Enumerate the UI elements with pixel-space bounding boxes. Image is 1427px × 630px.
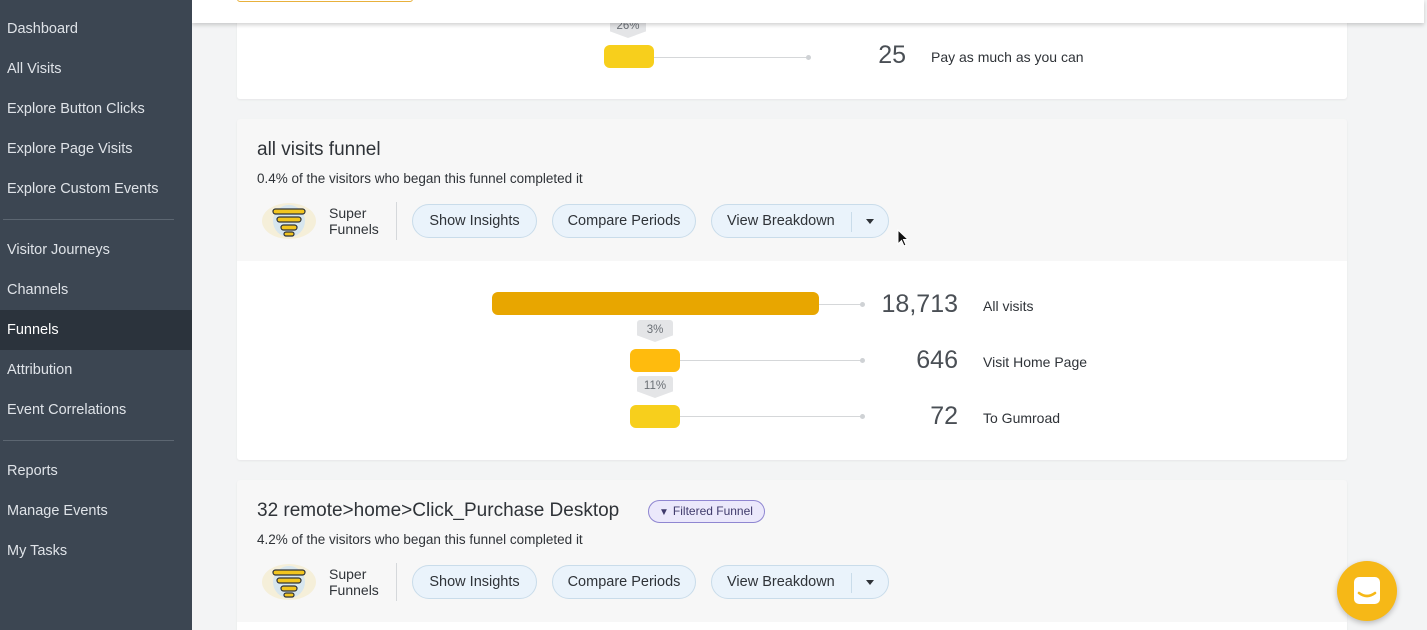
- step-count: 25: [878, 41, 906, 69]
- toolbar-divider: [396, 202, 397, 240]
- sidebar-divider: [3, 440, 174, 441]
- split-divider: [851, 573, 852, 593]
- filter-icon: ▼: [659, 507, 669, 518]
- super-funnels-icon: [262, 564, 316, 600]
- super-funnels-label: Super Funnels: [329, 566, 379, 598]
- funnel-step-bar[interactable]: [630, 405, 680, 428]
- show-insights-button[interactable]: Show Insights: [412, 204, 537, 238]
- chat-icon: [1354, 577, 1380, 604]
- sidebar: Dashboard All Visits Explore Button Clic…: [0, 0, 192, 630]
- super-funnels-label: Super Funnels: [329, 205, 379, 237]
- funnel-chart: [237, 622, 1347, 630]
- top-toolbar: [192, 0, 1424, 23]
- sidebar-item-explore-button-clicks[interactable]: Explore Button Clicks: [7, 101, 145, 117]
- main-content: 26% 25 Pay as much as you can all visits…: [192, 0, 1427, 630]
- compare-periods-button[interactable]: Compare Periods: [552, 565, 696, 599]
- funnel-title[interactable]: 32 remote>home>Click_Purchase Desktop: [257, 500, 620, 521]
- funnel-completion-text: 4.2% of the visitors who began this funn…: [257, 532, 583, 547]
- leader-line: [819, 304, 862, 305]
- step-count: 72: [930, 402, 958, 430]
- view-breakdown-button[interactable]: View Breakdown: [727, 213, 835, 229]
- step-count: 646: [916, 346, 958, 374]
- sidebar-item-funnels[interactable]: Funnels: [0, 310, 192, 350]
- step-count: 18,713: [881, 290, 958, 318]
- sidebar-item-channels[interactable]: Channels: [7, 282, 69, 298]
- step-label: Visit Home Page: [983, 354, 1088, 370]
- super-funnels-icon: [262, 203, 316, 239]
- badge-label: Filtered Funnel: [672, 504, 753, 518]
- funnel-title[interactable]: all visits funnel: [257, 139, 381, 160]
- funnel-completion-text: 0.4% of the visitors who began this funn…: [257, 171, 583, 186]
- leader-dot: [860, 358, 865, 363]
- leader-line: [654, 57, 809, 58]
- leader-dot: [860, 302, 865, 307]
- step-conversion-tag: 11%: [637, 376, 673, 398]
- filtered-funnel-badge: ▼ Filtered Funnel: [648, 500, 765, 523]
- funnel-card: 32 remote>home>Click_Purchase Desktop ▼ F…: [237, 480, 1347, 630]
- sidebar-item-visitor-journeys[interactable]: Visitor Journeys: [7, 242, 110, 258]
- split-divider: [851, 212, 852, 232]
- sidebar-item-all-visits[interactable]: All Visits: [7, 61, 62, 77]
- sidebar-item-attribution[interactable]: Attribution: [7, 362, 73, 378]
- step-label: To Gumroad: [983, 410, 1061, 426]
- sidebar-divider: [3, 219, 174, 220]
- toolbar-divider: [396, 563, 397, 601]
- compare-periods-button[interactable]: Compare Periods: [552, 204, 696, 238]
- step-conversion-tag: 3%: [637, 320, 673, 342]
- view-breakdown-split-button: View Breakdown: [711, 204, 889, 238]
- leader-dot: [860, 414, 865, 419]
- sidebar-item-my-tasks[interactable]: My Tasks: [7, 543, 68, 559]
- sidebar-item-dashboard[interactable]: Dashboard: [7, 21, 78, 37]
- leader-dot: [806, 55, 811, 60]
- chevron-down-icon[interactable]: [866, 580, 874, 585]
- show-insights-button[interactable]: Show Insights: [412, 565, 537, 599]
- funnel-step-bar[interactable]: [630, 349, 680, 372]
- chat-launcher-button[interactable]: [1337, 561, 1397, 621]
- funnel-step-bar[interactable]: [604, 45, 654, 68]
- sidebar-item-event-correlations[interactable]: Event Correlations: [7, 402, 127, 418]
- funnel-chart: 18,713 All visits 3% 646 Visit Home Page…: [237, 261, 1347, 460]
- view-breakdown-split-button: View Breakdown: [711, 565, 889, 599]
- mouse-cursor-icon: [897, 229, 910, 247]
- sidebar-item-manage-events[interactable]: Manage Events: [7, 503, 108, 519]
- step-label: All visits: [983, 298, 1034, 314]
- sidebar-item-explore-page-visits[interactable]: Explore Page Visits: [7, 141, 133, 157]
- chevron-down-icon[interactable]: [866, 219, 874, 224]
- sidebar-item-reports[interactable]: Reports: [7, 463, 58, 479]
- funnel-step-bar[interactable]: [492, 292, 819, 315]
- leader-line: [680, 416, 862, 417]
- leader-line: [680, 360, 862, 361]
- sidebar-item-explore-custom-events[interactable]: Explore Custom Events: [7, 181, 159, 197]
- view-breakdown-button[interactable]: View Breakdown: [727, 574, 835, 590]
- step-label: Pay as much as you can: [931, 49, 1084, 65]
- toolbar-button[interactable]: [237, 0, 413, 2]
- funnel-card: all visits funnel 0.4% of the visitors w…: [237, 119, 1347, 460]
